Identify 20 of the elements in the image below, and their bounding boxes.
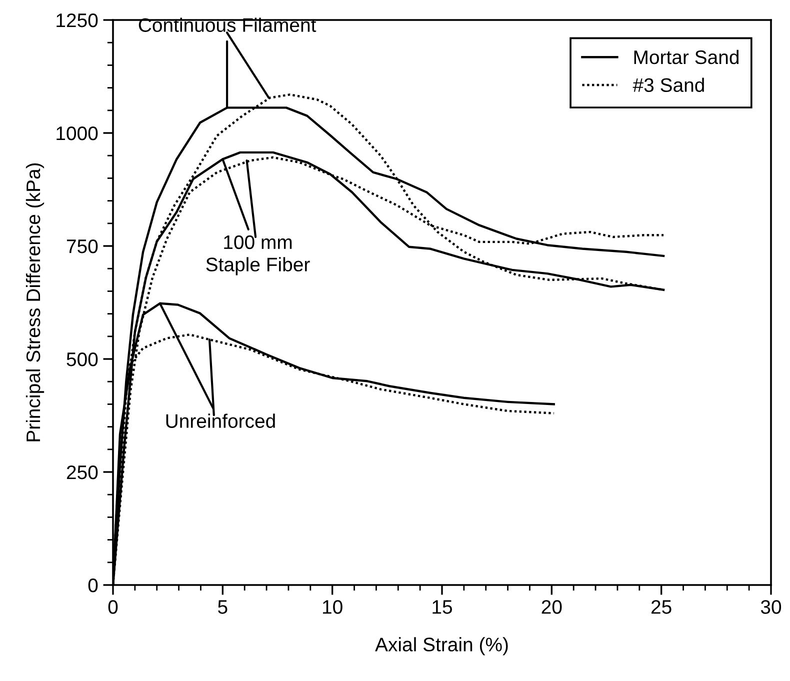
x-tick-label: 20	[542, 600, 562, 614]
x-tick-label: 30	[760, 600, 782, 614]
y-tick-label: 500	[66, 352, 98, 366]
annotation: Unreinforced	[166, 414, 275, 428]
y-axis-title: Principal Stress Difference (kPa)	[26, 163, 44, 442]
y-tick-label: 1250	[56, 13, 98, 28]
y-tick-label: 1000	[56, 126, 98, 140]
y-tick-label: 750	[66, 239, 98, 254]
legend-label: #3 Sand	[632, 78, 704, 92]
x-tick-label: 0	[108, 600, 118, 614]
x-tick-label: 15	[432, 600, 452, 614]
y-tick-label: 250	[66, 465, 98, 480]
legend-label: Mortar Sand	[634, 50, 738, 64]
x-tick-label: 25	[652, 600, 672, 614]
annotation: 100 mm Staple Fiber	[206, 235, 310, 276]
x-axis-title: Axial Strain (%)	[375, 637, 508, 656]
x-tick-label: 5	[218, 600, 228, 614]
annotation: Continuous Filament	[138, 18, 316, 32]
x-tick-label: 10	[323, 600, 342, 614]
y-tick-label: 0	[88, 578, 98, 592]
